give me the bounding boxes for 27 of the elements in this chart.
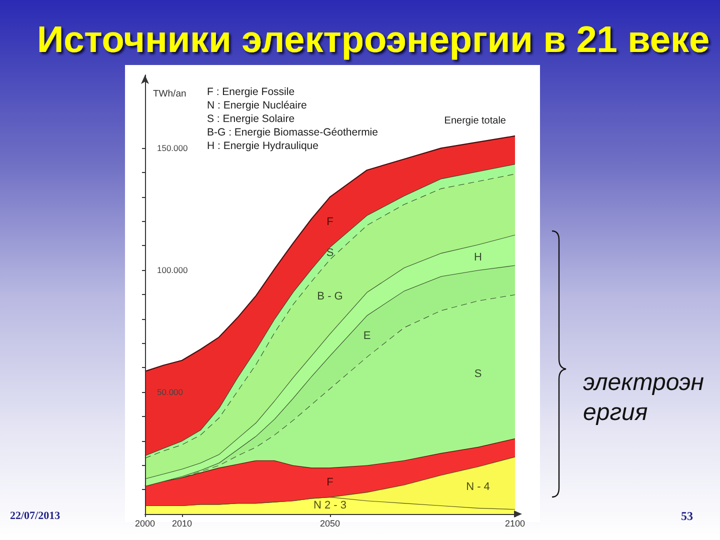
series-label: E bbox=[363, 330, 371, 342]
text: 22/07/2013 bbox=[10, 510, 61, 522]
series-label: F bbox=[326, 476, 334, 488]
series-label: B - G bbox=[317, 290, 343, 302]
y-axis-title: TWh/an bbox=[153, 88, 186, 100]
x-tick-label: 2000 bbox=[134, 518, 156, 528]
series-label: H bbox=[474, 251, 482, 264]
series-label: S bbox=[326, 247, 334, 260]
chart-title: Источники электроэнергии в 21 веке bbox=[37, 19, 710, 60]
x-tick-label: 2050 bbox=[320, 518, 340, 528]
text: электроэнергия bbox=[583, 368, 705, 428]
series-label: F bbox=[326, 216, 334, 228]
y-tick-label: 150.000 bbox=[157, 143, 188, 154]
series-label: N 2 - 3 bbox=[313, 499, 347, 512]
x-tick-label: 2100 bbox=[504, 518, 526, 528]
annotation: S : Energie Solaire bbox=[207, 113, 295, 125]
annotation: H : Energie Hydraulique bbox=[207, 140, 319, 152]
y-tick-label: 50.000 bbox=[157, 387, 184, 398]
series-label: N - 4 bbox=[466, 481, 490, 494]
series-label: S bbox=[474, 368, 482, 380]
annotation: F : Energie Fossile bbox=[207, 86, 295, 98]
annotation: N : Energie Nucléaire bbox=[207, 100, 307, 112]
x-tick-label: 2010 bbox=[172, 518, 192, 528]
annotation: Energie totale bbox=[444, 116, 506, 126]
y-tick-label: 100.000 bbox=[157, 265, 188, 276]
annotation: B-G : Energie Biomasse-Géothermie bbox=[207, 126, 378, 138]
text: 53 bbox=[681, 509, 693, 523]
